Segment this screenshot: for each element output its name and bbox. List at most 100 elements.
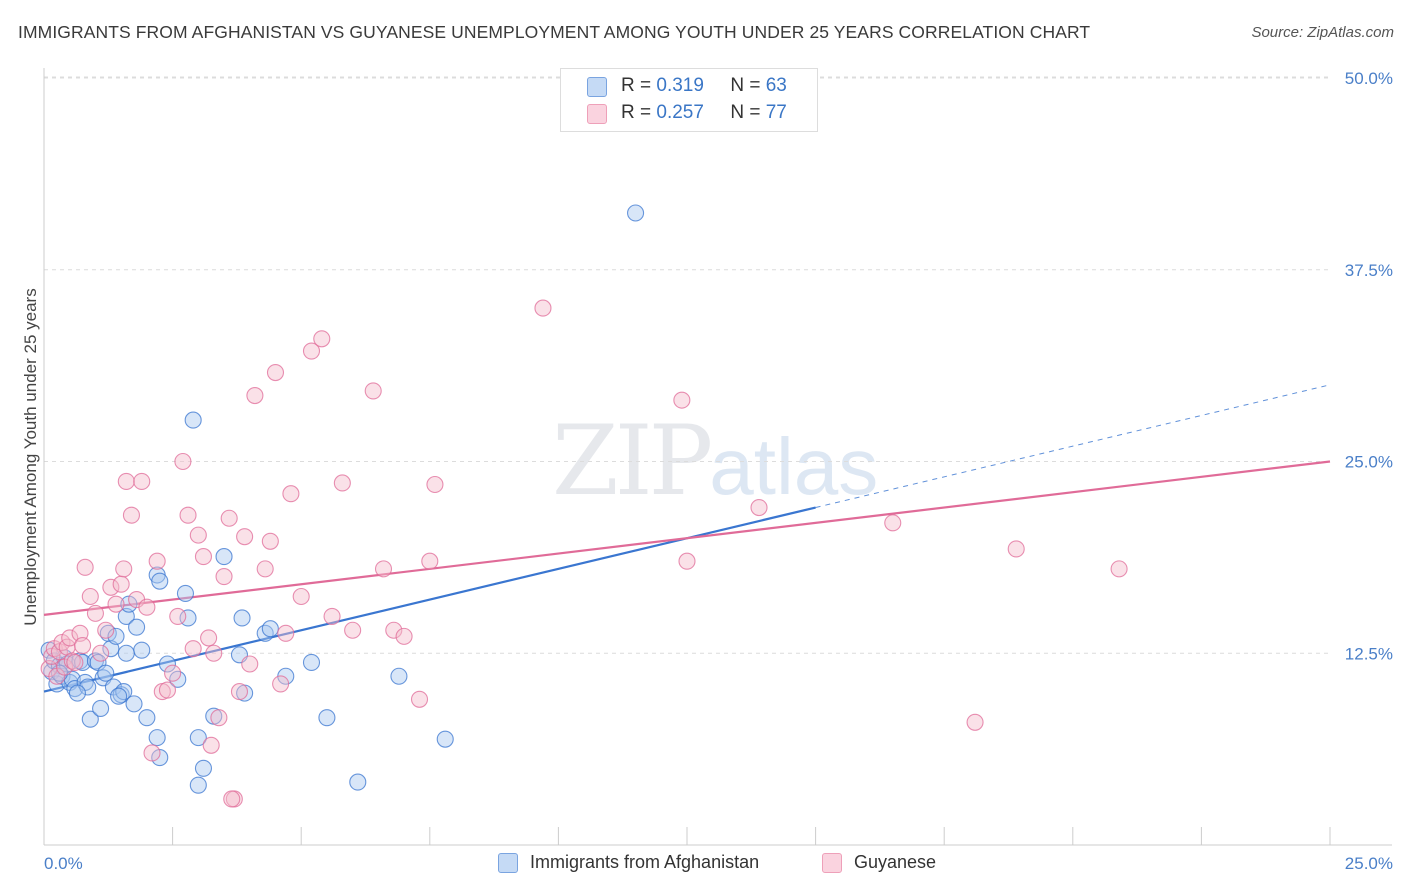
point-s1-51	[277, 624, 295, 642]
point-s0-50	[436, 730, 454, 748]
point-s0-44	[256, 624, 274, 642]
point-s1-46	[246, 386, 264, 405]
point-s0-20	[97, 664, 115, 682]
bottom-legend-swatch-guyanese	[822, 853, 842, 873]
chart-title: IMMIGRANTS FROM AFGHANISTAN VS GUYANESE …	[18, 22, 1091, 42]
legend-swatch-afghanistan	[587, 77, 607, 97]
point-s0-51	[627, 204, 645, 222]
point-s0-18	[92, 699, 110, 718]
point-s1-52	[282, 485, 300, 503]
axes	[43, 68, 1392, 846]
point-s1-68	[678, 552, 696, 570]
point-s0-10	[66, 679, 84, 698]
legend-n-label: N =	[730, 102, 761, 123]
legend-r-label: R =	[621, 102, 652, 123]
point-s1-8	[61, 629, 79, 647]
point-s0-57	[261, 620, 279, 638]
point-s1-67	[673, 391, 691, 409]
y-tick-label-0: 12.5%	[1345, 644, 1393, 663]
point-s0-61	[151, 572, 169, 590]
point-s1-17	[102, 578, 120, 596]
point-s1-36	[194, 548, 213, 566]
point-s1-54	[302, 342, 321, 360]
point-s1-35	[189, 526, 207, 544]
point-s1-53	[292, 587, 310, 606]
point-s1-41	[220, 509, 238, 527]
point-s1-57	[333, 474, 351, 492]
legend-n-value: 77	[765, 102, 787, 123]
trend-line-extension-0	[815, 384, 1331, 509]
point-s1-37	[200, 629, 218, 647]
data-points	[40, 204, 1128, 808]
point-s0-58	[68, 684, 86, 702]
trend-line-1	[43, 460, 1331, 616]
point-s0-14	[79, 678, 97, 696]
point-s1-48	[261, 532, 279, 550]
point-s0-55	[189, 776, 207, 794]
trend-lines	[43, 384, 1331, 693]
legend-swatch-guyanese	[587, 104, 607, 124]
y-axis-label: Unemployment Among Youth under 25 years	[21, 288, 40, 625]
point-s0-31	[133, 641, 151, 659]
point-s0-26	[115, 683, 133, 701]
point-s1-43	[230, 683, 249, 701]
legend-r-label: R =	[621, 75, 652, 96]
point-s1-15	[92, 644, 110, 662]
point-s1-24	[133, 472, 151, 490]
point-s0-46	[302, 653, 321, 672]
point-s0-39	[194, 759, 213, 777]
point-s0-56	[176, 584, 195, 602]
point-s1-40	[215, 567, 233, 586]
point-s1-63	[410, 690, 429, 708]
point-s1-18	[107, 595, 125, 613]
point-s1-60	[374, 560, 393, 578]
point-s0-30	[128, 618, 146, 636]
bottom-legend-label-guyanese: Guyanese	[854, 852, 937, 872]
point-s1-71	[966, 713, 984, 731]
point-s0-29	[125, 695, 143, 713]
point-s1-30	[164, 664, 182, 682]
point-s1-26	[143, 744, 161, 762]
point-s0-32	[138, 709, 156, 727]
legend-n-value: 63	[765, 75, 787, 96]
point-s1-9	[63, 652, 81, 670]
point-s0-24	[107, 627, 125, 645]
legend: R = 0.319 N = 63 R = 0.257 N = 77	[560, 68, 818, 132]
y-tick-label-3: 50.0%	[1345, 69, 1393, 88]
point-s1-50	[272, 675, 290, 693]
point-s1-62	[395, 627, 413, 645]
bottom-legend-label-afghanistan: Immigrants from Afghanistan	[530, 852, 760, 872]
point-s1-44	[236, 528, 254, 546]
point-s0-33	[148, 729, 166, 747]
point-s0-49	[390, 667, 408, 685]
point-s0-25	[112, 686, 130, 704]
point-s0-41	[215, 548, 233, 566]
source-label: Source: ZipAtlas.com	[1251, 24, 1394, 41]
point-s1-21	[117, 472, 135, 490]
point-s1-74	[202, 736, 220, 754]
point-s1-61	[385, 621, 403, 639]
point-s1-70	[884, 514, 902, 532]
legend-r-value: 0.319	[656, 75, 704, 96]
point-s1-39	[210, 709, 228, 727]
point-s1-29	[158, 681, 177, 699]
point-s1-49	[266, 363, 285, 382]
watermark: ZIPatlas	[552, 405, 879, 517]
y-tick-label-2: 37.5%	[1345, 261, 1393, 280]
point-s1-65	[426, 475, 444, 494]
point-s0-34	[158, 655, 177, 673]
point-s0-62	[117, 644, 135, 662]
point-s1-10	[66, 653, 84, 672]
point-s1-20	[115, 560, 133, 578]
tick-labels: 12.5% 25.0% 37.5% 50.0% 0.0% 25.0%	[44, 69, 1393, 873]
point-s1-47	[256, 560, 274, 578]
point-s0-38	[189, 729, 207, 747]
point-s1-69	[750, 498, 768, 517]
point-s1-27	[148, 552, 166, 570]
point-s0-53	[233, 609, 251, 627]
point-s1-72	[1007, 540, 1025, 558]
point-s1-14	[86, 604, 104, 622]
point-s1-19	[112, 575, 130, 593]
point-s1-56	[323, 607, 341, 625]
